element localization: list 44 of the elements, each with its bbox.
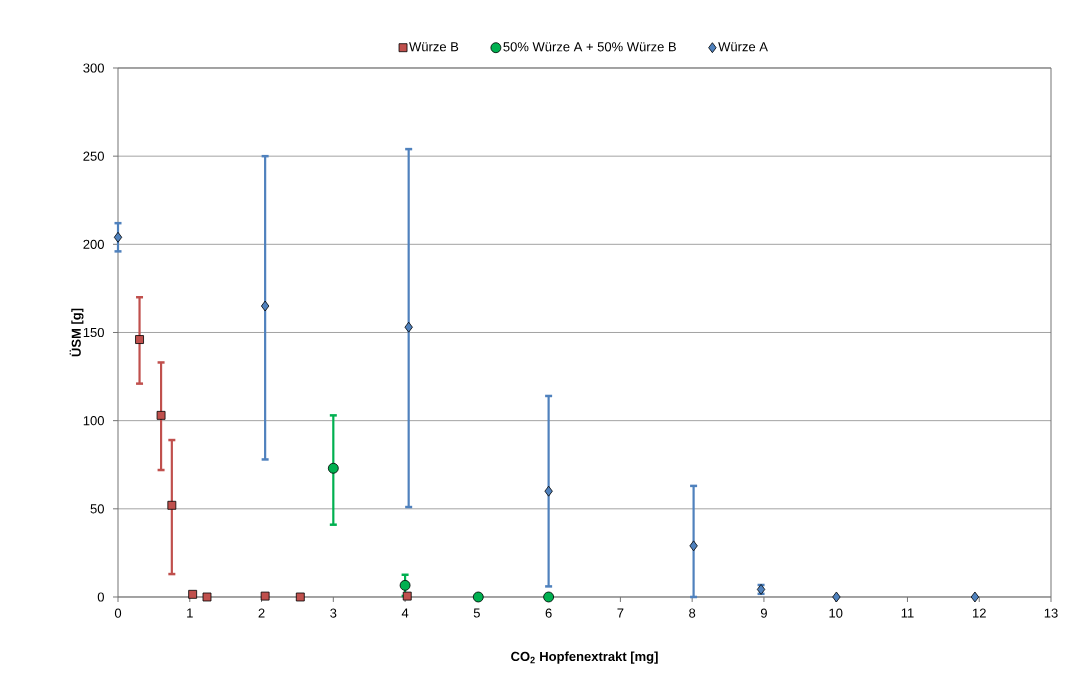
x-tick-label: 5: [473, 608, 480, 618]
point: [156, 410, 166, 420]
x-tick-label: 12: [972, 608, 986, 618]
y-tick-label: 100: [83, 416, 104, 426]
point: [113, 231, 123, 243]
point: [295, 592, 305, 602]
point: [399, 579, 411, 591]
point: [167, 500, 177, 510]
x-tick-label: 2: [258, 608, 265, 618]
point: [188, 589, 198, 599]
point: [472, 591, 484, 603]
point: [544, 485, 553, 497]
legend-label: Würze A: [718, 42, 768, 52]
point: [260, 591, 270, 601]
x-tick-label: 1: [187, 608, 193, 618]
point: [543, 591, 555, 603]
x-tick-label: 7: [617, 608, 624, 618]
y-tick-label: 250: [83, 151, 104, 161]
x-tick-label: 9: [760, 608, 767, 618]
x-tick-label: 3: [330, 608, 337, 618]
legend-label: Würze B: [409, 42, 459, 52]
y-tick-label: 200: [83, 239, 104, 249]
point: [404, 321, 413, 333]
y-axis-title: ÜSM [g]: [69, 308, 84, 357]
x-tick-label: 0: [114, 608, 122, 618]
x-tick-label: 13: [1044, 608, 1058, 618]
point: [135, 335, 144, 344]
point: [832, 591, 841, 603]
point: [327, 462, 339, 474]
x-tick-label: 8: [689, 608, 696, 618]
x-tick-label: 4: [401, 608, 409, 618]
y-tick-label: 50: [90, 504, 104, 514]
point: [970, 591, 980, 603]
y-tick-label: 0: [97, 592, 104, 602]
x-tick-label: 10: [829, 608, 843, 618]
point: [202, 592, 212, 602]
legend-label: 50% Würze A + 50% Würze B: [503, 42, 676, 52]
y-tick-label: 300: [83, 63, 104, 73]
point: [260, 300, 270, 312]
x-tick-label: 6: [545, 608, 552, 618]
y-tick-label: 150: [83, 327, 104, 338]
x-axis-title: CO$_{2}$ Hopfenextrakt [mg]: [511, 651, 658, 664]
x-tick-label: 11: [901, 608, 914, 618]
point: [689, 540, 698, 552]
